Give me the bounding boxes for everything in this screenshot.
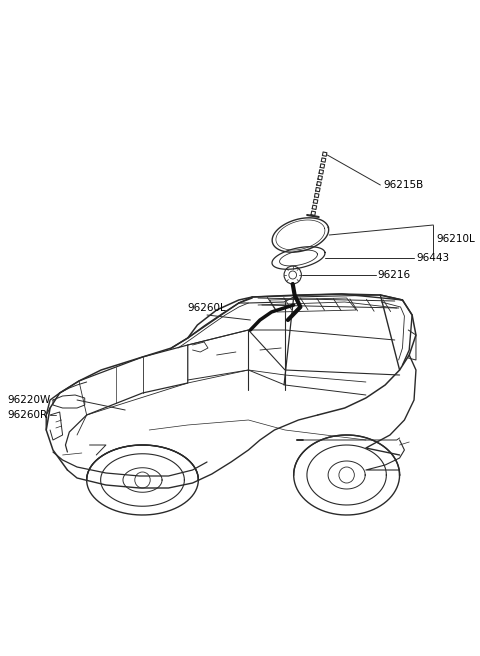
Text: 96216: 96216 [377, 270, 410, 280]
Text: 96260R: 96260R [8, 410, 48, 420]
Text: 96260L: 96260L [188, 303, 227, 313]
Text: 96215B: 96215B [383, 180, 423, 190]
Text: 96443: 96443 [416, 253, 449, 263]
Text: 96220W: 96220W [8, 395, 51, 405]
Text: 96210L: 96210L [436, 234, 475, 244]
